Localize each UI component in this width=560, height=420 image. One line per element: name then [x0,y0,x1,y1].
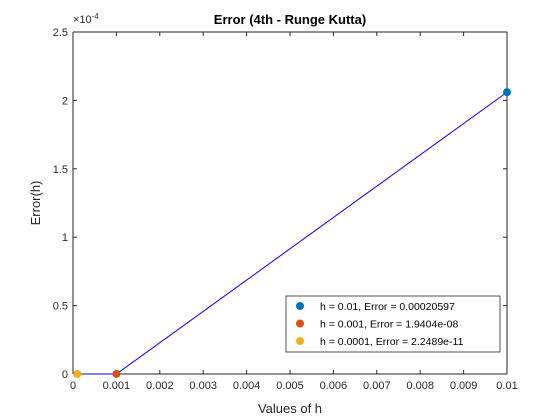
x-tick-label: 0.008 [406,380,434,392]
legend-marker [296,319,304,328]
x-tick-label: 0.007 [363,380,391,392]
x-tick-label: 0.001 [103,380,131,392]
data-point [73,369,82,378]
x-tick-label: 0.01 [496,380,517,392]
legend-entry: h = 0.0001, Error = 2.2489e-11 [320,336,464,348]
plot-area: 0 0.001 0.002 0.003 0.004 0.005 0.006 0.007 0.00… [53,27,518,392]
y-exponent-power: -4 [92,12,100,21]
x-tick-label: 0 [70,380,76,392]
y-tick-label: 0 [62,369,68,381]
x-tick-label: 0.003 [189,380,217,392]
y-axis-label: Error(h) [28,181,43,226]
data-point [112,369,121,378]
data-point [503,88,511,97]
y-tick-label: 1 [62,232,68,244]
legend-box [285,295,501,353]
x-tick-label: 0.004 [233,380,261,392]
x-tick-label: 0.009 [450,380,478,392]
legend-marker [296,302,304,310]
x-tick-label: 0.006 [320,380,348,392]
y-tick-label: 0.5 [53,301,68,313]
x-axis-label: Values of h [258,401,322,416]
x-tick-label: 0.005 [276,380,304,392]
legend-marker [296,337,304,345]
y-tick-label: 2 [62,95,68,107]
legend-entry: h = 0.001, Error = 1.9404e-08 [320,319,459,331]
x-tick-label: 0.002 [146,380,174,392]
y-tick-label: 1.5 [53,164,68,176]
y-tick-label: 2.5 [53,27,68,39]
chart-title: Error (4th - Runge Kutta) [214,12,366,27]
legend: h = 0.01, Error = 0.00020597 h = 0.001, E… [285,295,501,353]
y-exponent-base: ×10 [73,14,92,26]
y-exponent-label: ×10-4 [73,12,99,26]
legend-entry: h = 0.01, Error = 0.00020597 [320,301,455,313]
